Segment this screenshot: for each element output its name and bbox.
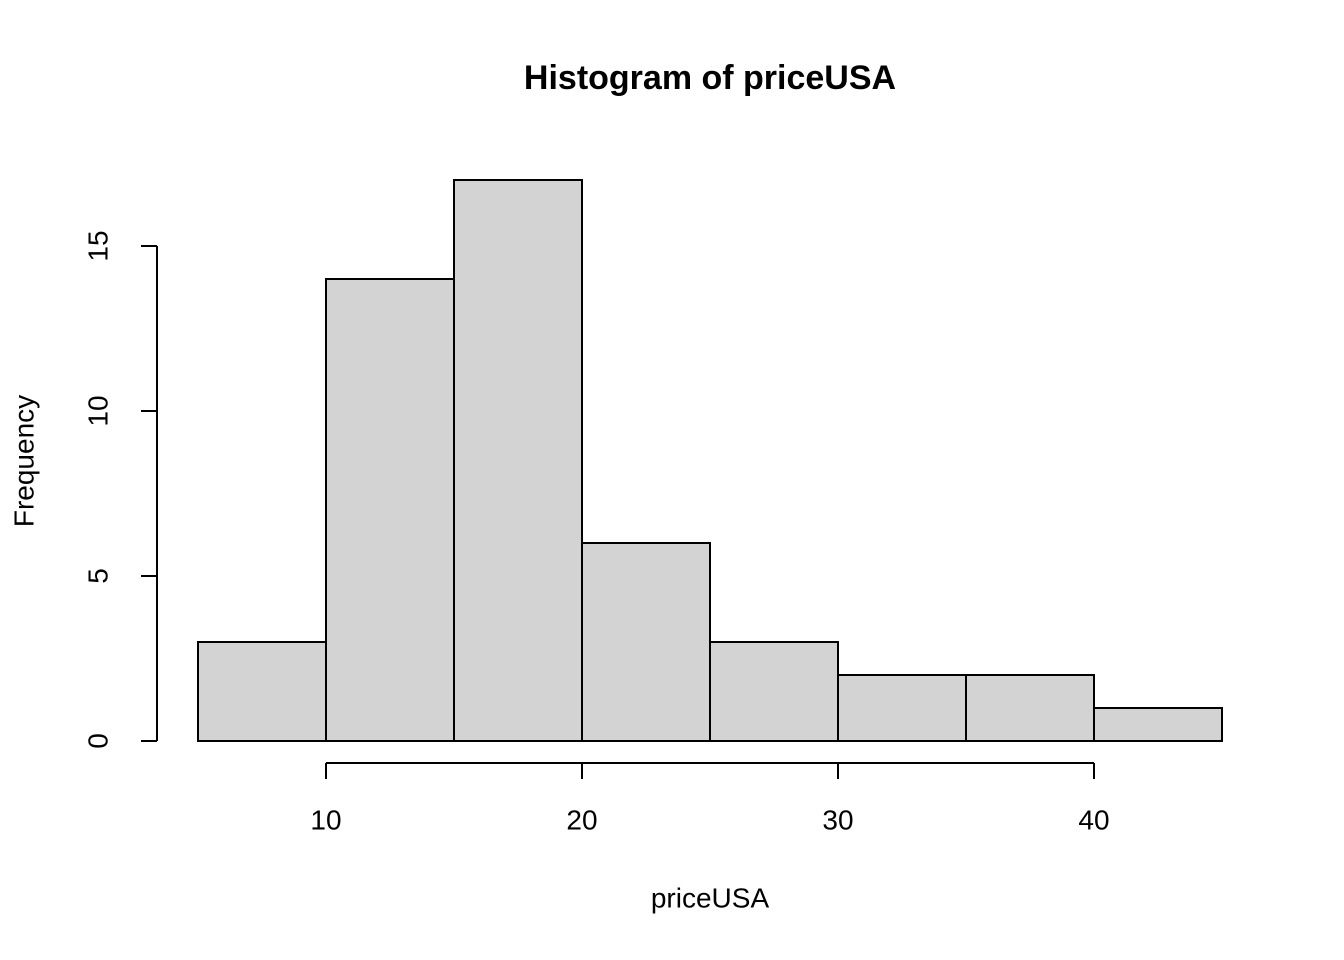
x-tick-label: 10 bbox=[310, 804, 341, 835]
x-tick-label: 20 bbox=[566, 804, 597, 835]
x-tick-label: 30 bbox=[822, 804, 853, 835]
bar bbox=[581, 542, 711, 742]
y-tick-label: 5 bbox=[82, 568, 113, 584]
bar bbox=[197, 641, 327, 742]
bar bbox=[325, 278, 455, 742]
chart-title: Histogram of priceUSA bbox=[524, 59, 896, 97]
bar bbox=[837, 674, 967, 742]
x-axis-label: priceUSA bbox=[651, 882, 770, 913]
bar bbox=[965, 674, 1095, 742]
y-tick-label: 10 bbox=[82, 395, 113, 426]
bar bbox=[709, 641, 839, 742]
x-tick-label: 40 bbox=[1078, 804, 1109, 835]
bar bbox=[1093, 707, 1223, 742]
bar bbox=[453, 179, 583, 742]
y-axis-label: Frequency bbox=[8, 395, 39, 527]
y-tick-label: 0 bbox=[82, 733, 113, 749]
y-tick-label: 15 bbox=[82, 230, 113, 261]
